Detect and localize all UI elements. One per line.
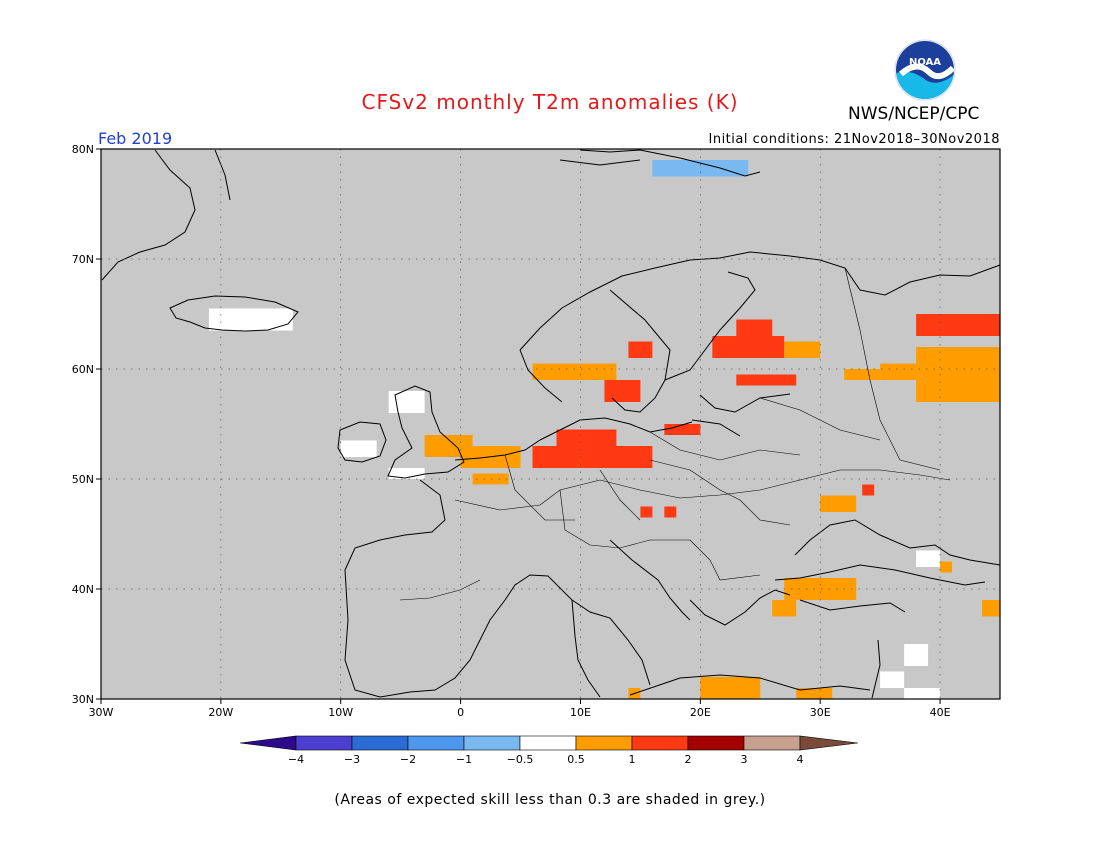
graticule [101,149,1000,699]
lon-tick-label: 30W [89,706,114,719]
colorbar-label: −0.5 [507,753,534,766]
lat-tick-label: 80N [72,143,94,156]
near-zero-cell [904,644,929,666]
anomaly-cell [532,446,653,468]
colorbar-box [575,735,633,751]
colorbar-box [407,735,465,751]
lat-tick-label: 50N [72,473,94,486]
colorbar-label: −1 [456,753,472,766]
lon-tick-label: 10E [570,706,591,719]
lon-tick-label: 20W [208,706,233,719]
colorbar-label: 0.5 [567,753,585,766]
skill-footnote: (Areas of expected skill less than 0.3 a… [334,792,766,808]
map-background [101,149,1000,699]
anomaly-cell [556,429,617,446]
lat-tick-label: 40N [72,583,94,596]
lon-tick-label: 0 [457,706,464,719]
anomaly-cell [784,578,857,600]
colorbar-box [631,735,689,751]
near-zero-cell [904,688,941,699]
anomaly-cell [580,363,617,380]
initial-conditions: Initial conditions: 21Nov2018–30Nov2018 [708,132,1000,147]
near-zero-cell [388,468,425,479]
near-zero-cell [340,440,377,457]
anomaly-cell [472,473,509,485]
anomaly-cell [772,600,797,617]
near-zero-cell [916,550,941,567]
colorbar-label: −2 [400,753,416,766]
anomaly-cell [628,341,653,358]
anomaly-cell [700,677,761,699]
colorbar-label: −3 [344,753,360,766]
anomaly-cell [796,688,833,699]
anomaly-cell [736,374,797,386]
colorbar-box [687,735,745,751]
anomaly-cell [940,561,953,573]
map-title: CFSv2 monthly T2m anomalies (K) [361,90,739,114]
near-zero-cell [208,308,293,331]
colorbar-box [295,735,353,751]
colorbar-label: 2 [685,753,692,766]
near-zero-cell [388,391,425,413]
colorbar-label: 4 [797,753,804,766]
lat-tick-label: 70N [72,253,94,266]
lon-tick-label: 20E [690,706,711,719]
colorbar-label: −4 [288,753,304,766]
anomaly-cell [664,424,701,435]
anomaly-cell [820,495,857,512]
lon-tick-label: 10W [328,706,353,719]
lat-tick-label: 60N [72,363,94,376]
anomaly-cell [862,484,875,496]
noaa-logo: NOAA [894,39,956,101]
anomaly-cell [916,347,1000,402]
coastlines [101,149,1001,699]
colorbar-min-arrow [239,735,297,751]
colorbar-box [351,735,409,751]
anomaly-cell [532,363,581,380]
lon-tick-label: 30E [810,706,831,719]
svg-text:NOAA: NOAA [909,57,941,68]
anomaly-cell [736,319,773,336]
colorbar-label: 3 [741,753,748,766]
colorbar-box [519,735,577,751]
lon-tick-label: 40E [930,706,951,719]
anomaly-cell [784,341,821,358]
lat-tick-label: 30N [72,693,94,706]
anomaly-cell [640,506,653,518]
anomaly-cell [880,363,917,380]
anomaly-cell [652,160,749,177]
anomaly-cell [916,314,1000,336]
agency-label: NWS/NCEP/CPC [848,104,980,124]
anomaly-cell [712,336,785,358]
colorbar-label: 1 [629,753,636,766]
anomaly-cell [982,600,1000,617]
anomaly-cell [844,369,881,380]
anomaly-cell [604,380,641,402]
anomaly-cell [664,506,677,518]
forecast-period: Feb 2019 [98,129,173,148]
colorbar-box [743,735,801,751]
colorbar-max-arrow [799,735,859,751]
colorbar: −4 −3 −2 −1 −0.5 0.5 1 2 3 4 [239,735,859,766]
colorbar-box [463,735,521,751]
near-zero-cell [880,671,905,688]
map-frame [100,148,1001,700]
